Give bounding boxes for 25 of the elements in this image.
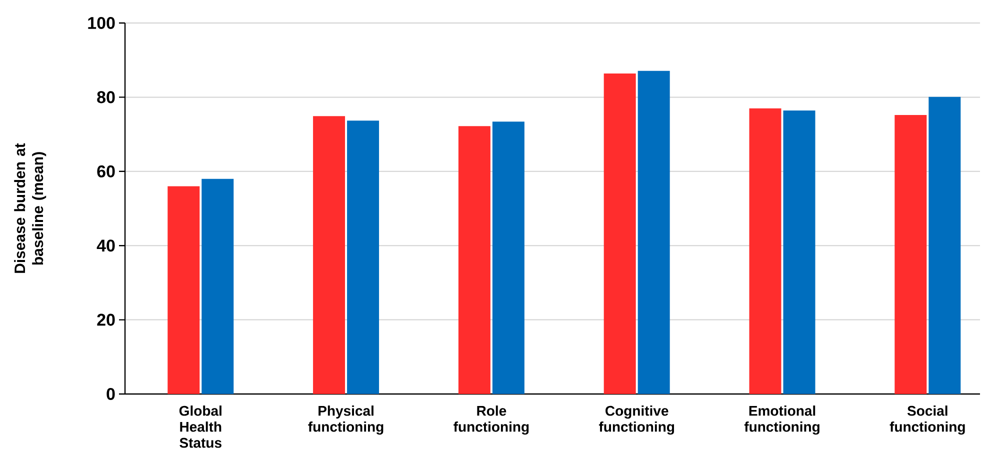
y-tick-label: 80: [97, 91, 115, 104]
y-tick-label: 40: [96, 240, 115, 252]
x-tick-label: Physical functioning: [308, 406, 384, 435]
x-tick-label: Role functioning: [454, 406, 529, 435]
bar: [458, 126, 490, 394]
bar: [168, 186, 200, 394]
bar: [492, 122, 524, 394]
bar: [313, 116, 346, 394]
x-tick-label: Cognitive functioning: [598, 406, 674, 435]
x-tick-label: Global Health Status: [179, 406, 222, 448]
y-tick-label: 0: [106, 388, 115, 400]
y-tick-label: 20: [97, 314, 115, 326]
x-tick-label: Emotional functioning: [744, 406, 820, 435]
bar: [749, 108, 782, 394]
y-axis-title: Disease burden at baseline (mean): [14, 143, 46, 273]
bar: [928, 96, 961, 394]
bar: [894, 115, 927, 394]
bar: [638, 70, 670, 394]
bar: [347, 120, 380, 394]
x-tick-label: Social functioning: [890, 406, 965, 435]
bar: [604, 73, 636, 394]
bar: [783, 110, 816, 394]
y-tick-label: 100: [88, 16, 115, 30]
bar: [202, 178, 234, 394]
y-tick-label: 60: [97, 165, 115, 178]
